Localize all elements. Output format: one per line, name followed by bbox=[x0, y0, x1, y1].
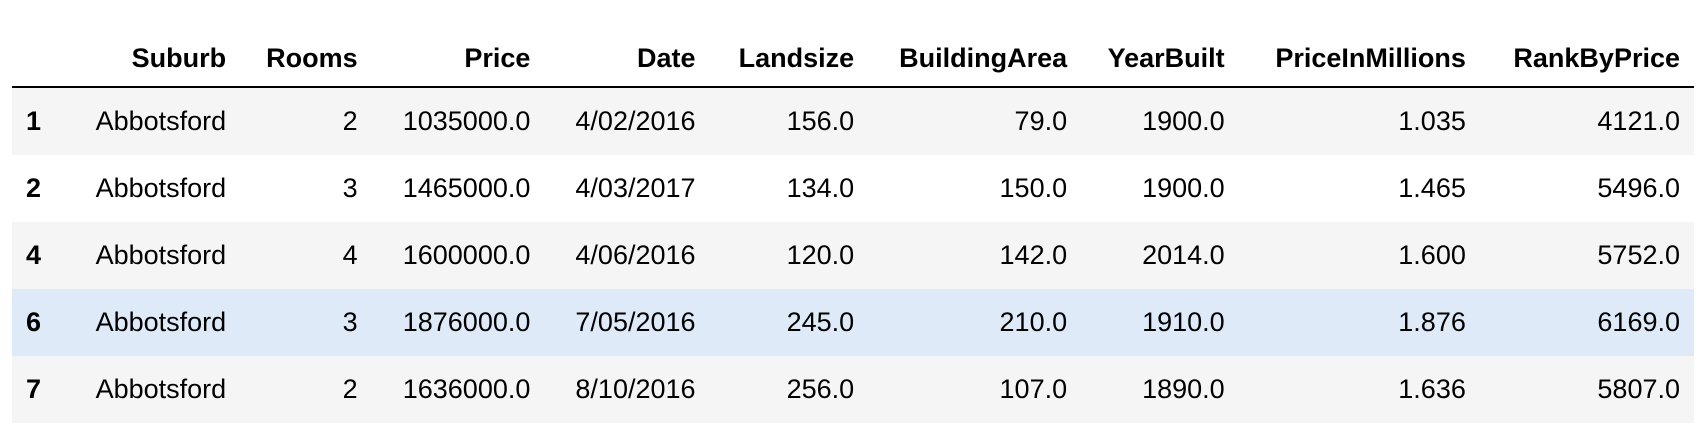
cell-landsize: 256.0 bbox=[786, 374, 855, 404]
table-row: 2 Abbotsford 3 1465000.0 4/03/2017 134.0… bbox=[12, 155, 1694, 222]
cell-date: 8/10/2016 bbox=[575, 374, 696, 404]
cell-year-built: 1900.0 bbox=[1142, 173, 1225, 203]
cell-date: 4/02/2016 bbox=[575, 106, 696, 136]
table-row: 4 Abbotsford 4 1600000.0 4/06/2016 120.0… bbox=[12, 222, 1694, 289]
cell-landsize: 245.0 bbox=[786, 307, 855, 337]
cell-year-built: 1900.0 bbox=[1142, 106, 1225, 136]
table-row-highlighted: 6 Abbotsford 3 1876000.0 7/05/2016 245.0… bbox=[12, 289, 1694, 356]
cell-rank-by-price: 6169.0 bbox=[1597, 307, 1680, 337]
row-index: 7 bbox=[26, 374, 42, 404]
cell-rooms: 2 bbox=[342, 106, 358, 136]
cell-building-area: 79.0 bbox=[1014, 106, 1068, 136]
cell-year-built: 1910.0 bbox=[1142, 307, 1225, 337]
cell-building-area: 142.0 bbox=[999, 240, 1068, 270]
header-row: Suburb Rooms Price Date Landsize Buildin… bbox=[12, 30, 1694, 88]
cell-suburb: Abbotsford bbox=[95, 307, 227, 337]
header-building-area: BuildingArea bbox=[868, 30, 1082, 88]
cell-rooms: 4 bbox=[342, 240, 358, 270]
cell-price: 1035000.0 bbox=[402, 106, 531, 136]
row-index: 6 bbox=[26, 307, 42, 337]
cell-year-built: 2014.0 bbox=[1142, 240, 1225, 270]
cell-price-in-millions: 1.876 bbox=[1398, 307, 1466, 337]
cell-price-in-millions: 1.035 bbox=[1398, 106, 1466, 136]
cell-building-area: 150.0 bbox=[999, 173, 1068, 203]
header-date: Date bbox=[544, 30, 710, 88]
cell-suburb: Abbotsford bbox=[95, 240, 227, 270]
header-landsize: Landsize bbox=[709, 30, 869, 88]
header-year-built: YearBuilt bbox=[1081, 30, 1239, 88]
cell-price: 1636000.0 bbox=[402, 374, 531, 404]
header-rank-by-price: RankByPrice bbox=[1479, 30, 1694, 88]
cell-price-in-millions: 1.636 bbox=[1398, 374, 1466, 404]
cell-date: 4/06/2016 bbox=[575, 240, 696, 270]
cell-rank-by-price: 5807.0 bbox=[1597, 374, 1680, 404]
header-index bbox=[12, 30, 72, 88]
cell-price: 1600000.0 bbox=[402, 240, 531, 270]
cell-price-in-millions: 1.465 bbox=[1398, 173, 1466, 203]
table-row: 1 Abbotsford 2 1035000.0 4/02/2016 156.0… bbox=[12, 87, 1694, 155]
cell-price-in-millions: 1.600 bbox=[1398, 240, 1466, 270]
header-price: Price bbox=[371, 30, 545, 88]
cell-building-area: 210.0 bbox=[999, 307, 1068, 337]
cell-price: 1465000.0 bbox=[402, 173, 531, 203]
dataframe-output: Suburb Rooms Price Date Landsize Buildin… bbox=[12, 30, 1694, 423]
cell-price: 1876000.0 bbox=[402, 307, 531, 337]
row-index: 4 bbox=[26, 240, 42, 270]
cell-suburb: Abbotsford bbox=[95, 374, 227, 404]
header-rooms: Rooms bbox=[240, 30, 372, 88]
cell-rank-by-price: 4121.0 bbox=[1597, 106, 1680, 136]
cell-landsize: 134.0 bbox=[786, 173, 855, 203]
cell-rank-by-price: 5496.0 bbox=[1597, 173, 1680, 203]
dataframe-table: Suburb Rooms Price Date Landsize Buildin… bbox=[12, 30, 1694, 423]
cell-date: 7/05/2016 bbox=[575, 307, 696, 337]
header-price-in-millions: PriceInMillions bbox=[1238, 30, 1480, 88]
cell-building-area: 107.0 bbox=[999, 374, 1068, 404]
cell-landsize: 120.0 bbox=[786, 240, 855, 270]
cell-rank-by-price: 5752.0 bbox=[1597, 240, 1680, 270]
table-row: 7 Abbotsford 2 1636000.0 8/10/2016 256.0… bbox=[12, 356, 1694, 423]
cell-rooms: 2 bbox=[342, 374, 358, 404]
row-index: 1 bbox=[26, 106, 42, 136]
cell-landsize: 156.0 bbox=[786, 106, 855, 136]
cell-rooms: 3 bbox=[342, 173, 358, 203]
cell-date: 4/03/2017 bbox=[575, 173, 696, 203]
header-suburb: Suburb bbox=[71, 30, 241, 88]
cell-rooms: 3 bbox=[342, 307, 358, 337]
cell-year-built: 1890.0 bbox=[1142, 374, 1225, 404]
cell-suburb: Abbotsford bbox=[95, 173, 227, 203]
cell-suburb: Abbotsford bbox=[95, 106, 227, 136]
row-index: 2 bbox=[26, 173, 42, 203]
